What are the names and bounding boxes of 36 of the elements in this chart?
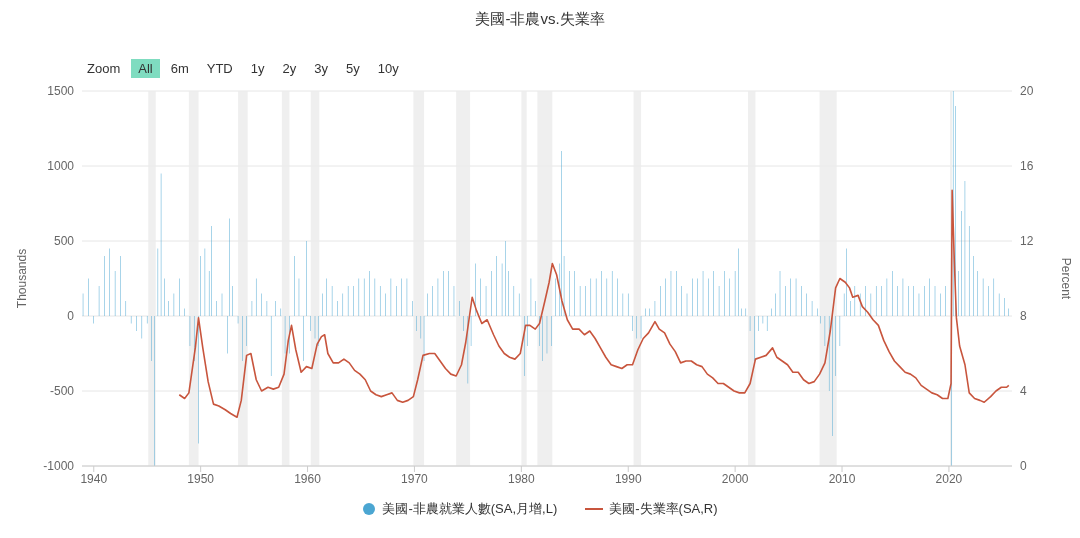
y2-tick-label: 8 <box>1020 309 1027 324</box>
x-tick-label: 1990 <box>614 471 642 486</box>
text: 6m <box>169 59 190 78</box>
text: Zoom <box>86 59 122 78</box>
text: 3y <box>313 59 329 78</box>
chart-title: 美國-非農vs.失業率 <box>474 9 606 29</box>
y2-tick-label: 12 <box>1020 234 1034 249</box>
legend-label: 美國-失業率(SA,R) <box>609 500 718 518</box>
y-tick-label: 1500 <box>47 84 75 99</box>
y-tick-label: -1000 <box>43 459 75 474</box>
x-tick-label: 2020 <box>935 471 963 486</box>
text: 1y <box>249 59 266 78</box>
y-tick-label: 500 <box>53 234 75 249</box>
x-tick-label: 2010 <box>828 471 856 486</box>
text: 2y <box>281 59 298 78</box>
y2-axis-title: Percent <box>1058 257 1073 300</box>
legend-label: 美國-非農就業人數(SA,月增,L) <box>382 500 558 518</box>
line-series <box>178 189 1010 419</box>
text: All <box>131 58 160 78</box>
x-tick-label: 1960 <box>294 471 322 486</box>
x-tick-label: 1950 <box>187 471 215 486</box>
text: 5y <box>344 59 361 78</box>
y-tick-label: -500 <box>49 384 75 399</box>
y-tick-label: 0 <box>67 309 75 324</box>
y2-tick-label: 4 <box>1020 384 1027 399</box>
x-tick-label: 1940 <box>80 471 108 486</box>
y2-tick-label: 20 <box>1020 84 1034 99</box>
text: YTD <box>205 59 234 78</box>
y-axis-title: Thousands <box>15 248 30 309</box>
text: 10y <box>376 59 400 78</box>
x-tick-label: 2000 <box>721 471 749 486</box>
x-tick-label: 1970 <box>401 471 429 486</box>
y2-tick-label: 0 <box>1020 459 1027 474</box>
y-tick-label: 1000 <box>47 159 75 174</box>
y2-tick-label: 16 <box>1020 159 1034 174</box>
x-tick-label: 1980 <box>507 471 536 486</box>
